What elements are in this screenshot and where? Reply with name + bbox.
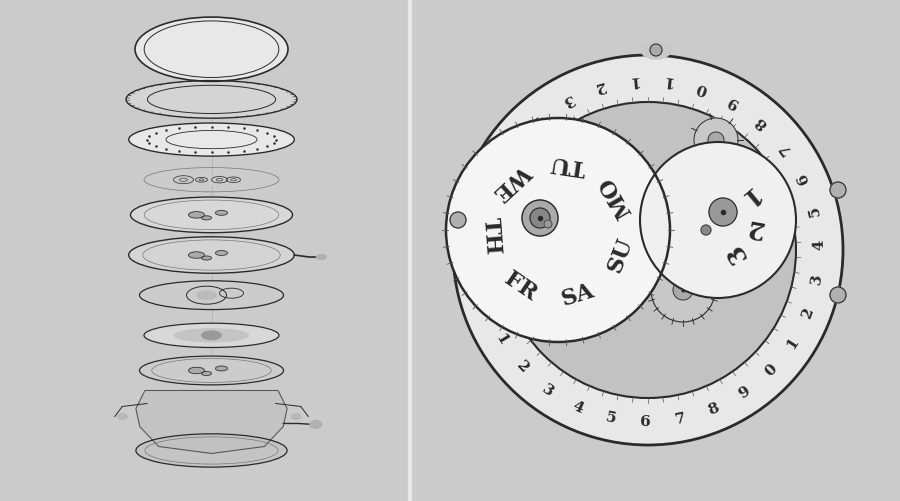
Ellipse shape [188, 253, 204, 259]
Text: 7: 7 [673, 411, 687, 426]
Text: SU: SU [604, 234, 637, 276]
Ellipse shape [175, 329, 248, 342]
Ellipse shape [212, 177, 228, 183]
Text: 6: 6 [640, 415, 651, 429]
Text: TH: TH [479, 216, 503, 255]
Ellipse shape [144, 324, 279, 348]
Ellipse shape [135, 18, 288, 82]
Text: 8: 8 [470, 233, 484, 245]
Text: 2: 2 [744, 214, 766, 240]
Circle shape [702, 178, 738, 213]
Circle shape [500, 103, 796, 398]
Circle shape [544, 220, 552, 228]
Text: 1: 1 [662, 73, 674, 88]
Text: MO: MO [596, 172, 636, 221]
Text: 5: 5 [806, 203, 823, 216]
Text: 9: 9 [471, 268, 486, 280]
Ellipse shape [641, 42, 671, 60]
Text: 6: 6 [795, 169, 812, 185]
Ellipse shape [202, 331, 221, 340]
Text: 4: 4 [529, 110, 546, 128]
Text: SA: SA [559, 279, 597, 310]
Text: 1: 1 [492, 331, 510, 347]
Circle shape [450, 212, 466, 228]
Circle shape [709, 198, 737, 226]
Text: 0: 0 [478, 300, 495, 315]
Ellipse shape [140, 281, 284, 310]
Text: TU: TU [549, 151, 588, 178]
Circle shape [694, 119, 738, 163]
Text: 3: 3 [809, 273, 825, 285]
Ellipse shape [129, 124, 294, 157]
Text: 2: 2 [592, 78, 606, 95]
Text: 4: 4 [812, 238, 826, 250]
Text: 3: 3 [559, 91, 575, 108]
Circle shape [673, 281, 693, 301]
Polygon shape [136, 391, 287, 453]
Ellipse shape [126, 82, 297, 119]
Ellipse shape [215, 211, 228, 216]
Text: 7: 7 [474, 198, 490, 212]
Ellipse shape [117, 414, 127, 420]
Text: 7: 7 [777, 139, 794, 156]
Circle shape [650, 45, 662, 57]
Text: 2: 2 [513, 358, 531, 375]
Circle shape [830, 288, 846, 304]
Ellipse shape [202, 216, 211, 220]
Ellipse shape [136, 434, 287, 467]
Ellipse shape [310, 421, 322, 429]
Circle shape [446, 119, 670, 342]
Circle shape [708, 133, 724, 149]
Ellipse shape [196, 291, 217, 300]
Ellipse shape [130, 198, 292, 233]
Ellipse shape [202, 257, 211, 261]
Text: 2: 2 [799, 305, 816, 320]
Text: 8: 8 [706, 400, 721, 417]
Text: FR: FR [500, 268, 540, 305]
Circle shape [640, 143, 796, 299]
Ellipse shape [215, 366, 228, 371]
Text: 4: 4 [571, 398, 586, 415]
Circle shape [714, 189, 726, 201]
Ellipse shape [215, 251, 228, 256]
Circle shape [500, 103, 796, 398]
Text: 9: 9 [725, 93, 742, 111]
Text: 1: 1 [627, 73, 639, 87]
Circle shape [651, 259, 715, 322]
Ellipse shape [202, 372, 211, 376]
Text: 6: 6 [487, 165, 504, 181]
Text: 1: 1 [733, 182, 761, 211]
Circle shape [522, 200, 558, 236]
Circle shape [701, 225, 711, 235]
Ellipse shape [140, 356, 284, 385]
Text: 8: 8 [753, 113, 770, 131]
Ellipse shape [188, 368, 204, 374]
Text: 5: 5 [605, 410, 617, 426]
Circle shape [530, 208, 550, 228]
Text: 0: 0 [695, 80, 709, 96]
Ellipse shape [129, 237, 294, 274]
Ellipse shape [174, 176, 194, 184]
Ellipse shape [292, 414, 302, 420]
Ellipse shape [227, 177, 240, 183]
Ellipse shape [188, 212, 204, 218]
Text: 3: 3 [722, 239, 752, 267]
Text: 3: 3 [540, 381, 556, 398]
Text: 0: 0 [762, 362, 779, 379]
Circle shape [830, 183, 846, 198]
Text: 9: 9 [735, 384, 752, 401]
Text: 1: 1 [784, 335, 801, 351]
Text: 5: 5 [505, 135, 523, 152]
Circle shape [453, 56, 843, 445]
Ellipse shape [195, 178, 208, 183]
Text: WE: WE [490, 159, 536, 204]
Ellipse shape [316, 255, 327, 260]
